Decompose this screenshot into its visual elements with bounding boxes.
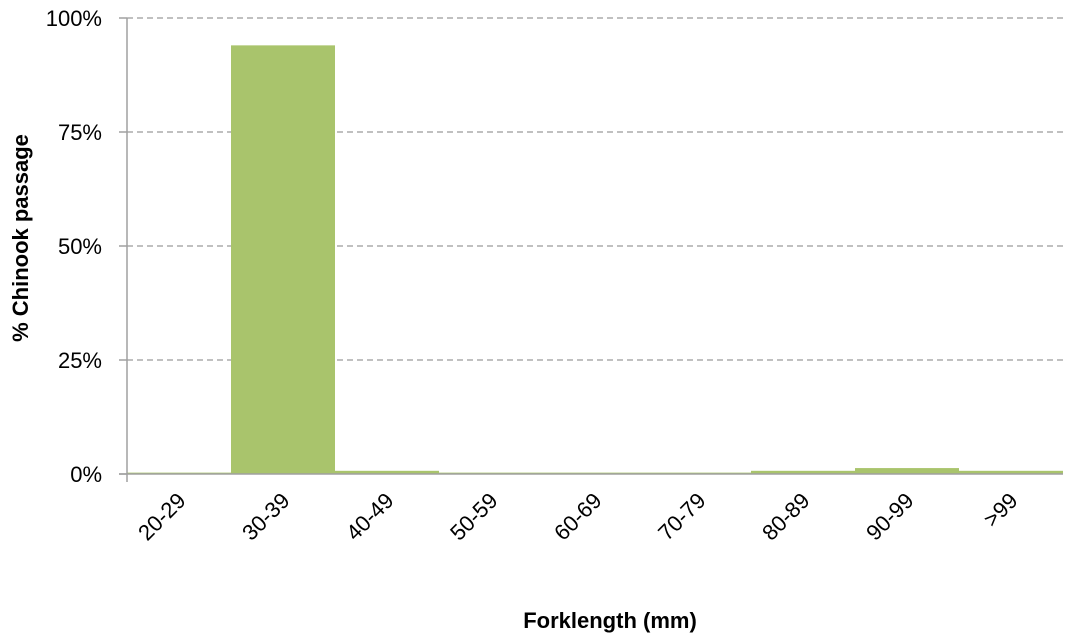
x-tick-label-7: 90-99 bbox=[861, 488, 918, 545]
y-tick-labels: 0% 25% 50% 75% 100% bbox=[46, 6, 102, 487]
y-tick-label-1: 25% bbox=[58, 348, 102, 373]
x-tick-label-8: >99 bbox=[978, 488, 1022, 532]
y-tick-label-0: 0% bbox=[70, 462, 102, 487]
x-tick-label-5: 70-79 bbox=[653, 488, 710, 545]
bar-8 bbox=[959, 470, 1063, 474]
y-tick-label-3: 75% bbox=[58, 120, 102, 145]
y-axis-title: % Chinook passage bbox=[8, 134, 33, 342]
bar-6 bbox=[751, 470, 855, 474]
bar-7 bbox=[855, 468, 959, 474]
bar-1 bbox=[231, 45, 335, 475]
x-axis-title: Forklength (mm) bbox=[523, 608, 697, 633]
x-tick-label-6: 80-89 bbox=[757, 488, 814, 545]
x-tick-label-1: 30-39 bbox=[237, 488, 294, 545]
x-tick-labels: 20-29 30-39 40-49 50-59 60-69 70-79 80-89 90-99… bbox=[133, 488, 1022, 545]
y-tick-label-2: 50% bbox=[58, 234, 102, 259]
x-tick-label-0: 20-29 bbox=[133, 488, 190, 545]
x-tick-label-4: 60-69 bbox=[549, 488, 606, 545]
x-tick-label-2: 40-49 bbox=[341, 488, 398, 545]
axes bbox=[119, 17, 1063, 482]
x-tick-label-3: 50-59 bbox=[445, 488, 502, 545]
bar-2 bbox=[335, 470, 439, 474]
y-tick-label-4: 100% bbox=[46, 6, 102, 31]
bars bbox=[127, 45, 1063, 475]
